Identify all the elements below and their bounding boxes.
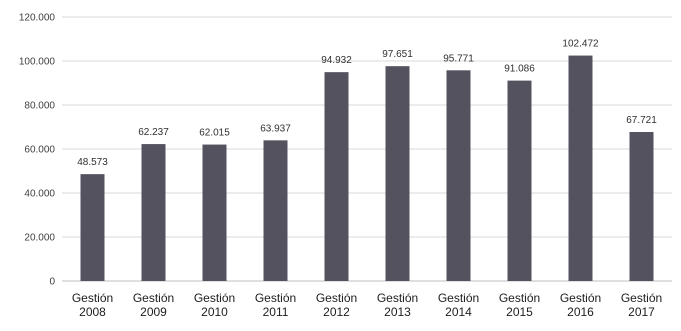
category-label-line: Gestión [72,291,113,305]
category-label-line: Gestión [377,291,418,305]
category-label: Gestión 2009 [133,291,174,319]
y-tick-label: 20.000 [24,233,55,244]
bars [80,55,654,281]
y-tick-label: 40.000 [24,189,55,200]
category-label-line: Gestión [499,291,540,305]
y-tick-label: 0 [49,277,55,288]
category-label: Gestión 2016 [560,291,601,319]
category-label: Gestión 2011 [255,291,296,319]
data-label: 63.937 [260,123,291,134]
category-label-line: 2009 [140,305,167,319]
y-tick-label: 120.000 [19,13,56,24]
category-label-line: Gestión [316,291,357,305]
category-label-line: Gestión [255,291,296,305]
bar [141,144,166,281]
category-label-line: 2008 [79,305,106,319]
bar [385,66,410,281]
data-label: 62.237 [138,127,169,138]
bar [263,140,288,281]
data-label: 48.573 [77,157,108,168]
category-label-line: 2015 [506,305,533,319]
category-label-line: Gestión [621,291,662,305]
bar [324,72,349,281]
category-label: Gestión 2008 [72,291,113,319]
bar [446,70,471,281]
category-label-line: Gestión [133,291,174,305]
category-label: Gestión 2010 [194,291,235,319]
bar [202,144,227,281]
category-label: Gestión 2015 [499,291,540,319]
category-label-line: 2011 [263,305,289,319]
category-label-line: Gestión [194,291,235,305]
bar [507,80,532,281]
data-label: 67.721 [626,115,657,126]
category-label-line: 2010 [201,305,228,319]
data-label: 94.932 [321,55,352,66]
category-label-line: Gestión [438,291,479,305]
category-label-line: 2017 [628,305,655,319]
y-axis-tick-labels: 0 20.000 40.000 60.000 80.000 100.000 120.000 [19,13,56,288]
data-label: 62.015 [199,128,230,139]
category-label-line: 2014 [445,305,472,319]
y-tick-label: 60.000 [24,145,55,156]
y-tick-label: 100.000 [19,57,56,68]
category-label-line: 2012 [323,305,350,319]
category-label: Gestión 2014 [438,291,479,319]
bar [80,174,105,281]
category-label-line: 2016 [567,305,594,319]
data-labels: 48.573 62.237 62.015 63.937 94.932 97.651 95.7… [77,39,657,169]
category-label-line: 2013 [384,305,411,319]
y-tick-label: 80.000 [24,101,55,112]
data-label: 102.472 [562,39,599,50]
category-label: Gestión 2012 [316,291,357,319]
bar [568,55,593,281]
data-label: 97.651 [382,49,413,60]
bar [629,132,654,281]
data-label: 91.086 [504,64,535,75]
category-label: Gestión 2017 [621,291,662,319]
category-label-line: Gestión [560,291,601,305]
category-label: Gestión 2013 [377,291,418,319]
data-label: 95.771 [443,53,474,64]
